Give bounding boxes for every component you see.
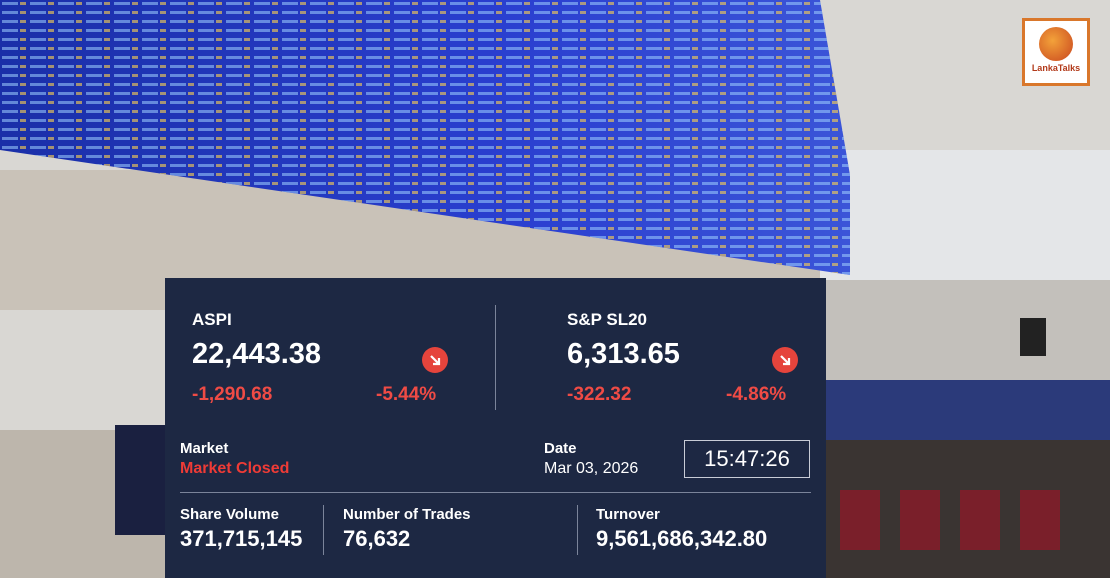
date-value: Mar 03, 2026 — [544, 460, 639, 477]
market-status: Market Closed — [180, 460, 290, 477]
logo-icon — [1039, 27, 1073, 61]
down-arrow-icon — [772, 347, 798, 373]
divider — [180, 492, 811, 493]
stat-value: 371,715,145 — [180, 526, 303, 551]
index-change: -1,290.68 — [192, 384, 273, 405]
logo-text: LankaTalks — [1031, 63, 1081, 73]
market-label: Market — [180, 440, 229, 457]
index-value: 6,313.65 — [567, 338, 680, 370]
stat-value: 9,561,686,342.80 — [596, 526, 768, 551]
logo: LankaTalks — [1022, 18, 1090, 86]
index-change: -322.32 — [567, 384, 632, 405]
index-change-percent: -4.86% — [726, 384, 787, 405]
date-label: Date — [544, 440, 577, 457]
stat-label: Share Volume — [180, 506, 279, 523]
divider — [577, 505, 578, 555]
stat-value: 76,632 — [343, 526, 411, 551]
stat-label: Number of Trades — [343, 506, 471, 523]
down-arrow-icon — [422, 347, 448, 373]
time-value: 15:47:26 — [684, 440, 810, 478]
index-change-percent: -5.44% — [376, 384, 437, 405]
divider — [495, 305, 496, 410]
index-name: S&P SL20 — [567, 310, 648, 329]
index-value: 22,443.38 — [192, 338, 322, 370]
market-panel: ASPI 22,443.38 -1,290.68 -5.44% S&P SL20… — [165, 278, 826, 578]
index-name: ASPI — [192, 310, 232, 329]
divider — [323, 505, 324, 555]
stat-label: Turnover — [596, 506, 660, 523]
